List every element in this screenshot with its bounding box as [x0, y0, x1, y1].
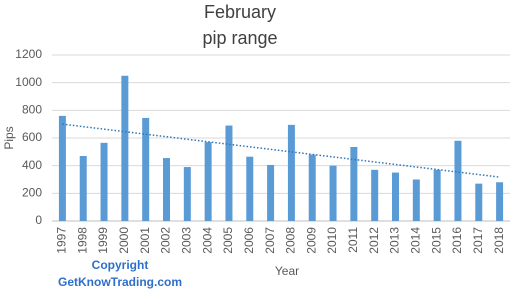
bar	[225, 125, 233, 221]
bar	[121, 75, 129, 221]
y-tick-label: 400	[22, 158, 42, 172]
x-tick-label: 2014	[408, 227, 422, 254]
bar	[371, 169, 379, 221]
chart-title: February	[204, 2, 276, 22]
x-tick-label: 2015	[429, 227, 443, 254]
chart-title: pip range	[202, 28, 277, 48]
x-tick-label: 2008	[284, 227, 298, 254]
bar	[100, 142, 108, 221]
x-tick-label: 2010	[325, 227, 339, 254]
x-tick-label: 2000	[117, 227, 131, 254]
y-axis-label: Pips	[2, 126, 16, 149]
bar	[308, 154, 316, 221]
bar	[163, 158, 170, 221]
bar	[392, 172, 399, 221]
x-tick-label: 2002	[159, 227, 173, 254]
x-tick-label: 2006	[242, 227, 256, 254]
bar	[433, 169, 441, 221]
y-tick-label: 600	[22, 130, 42, 144]
x-tick-label: 2001	[138, 227, 152, 254]
x-tick-label: 2012	[367, 227, 381, 254]
bar	[496, 182, 504, 221]
x-tick-label: 1999	[96, 227, 110, 254]
bar	[454, 140, 462, 221]
x-tick-label: 2009	[304, 227, 318, 254]
x-axis-label: Year	[275, 264, 299, 278]
bar	[267, 164, 275, 221]
watermark: GetKnowTrading.com	[58, 275, 182, 289]
x-tick-label: 2004	[200, 227, 214, 254]
x-tick-label: 2016	[450, 227, 464, 254]
y-tick-label: 0	[35, 213, 42, 227]
bar	[79, 155, 87, 221]
x-tick-label: 2011	[346, 227, 360, 253]
x-tick-label: 2003	[179, 227, 193, 254]
x-tick-label: 1998	[75, 227, 89, 254]
y-tick-label: 800	[22, 103, 42, 117]
x-tick-label: 2005	[221, 227, 235, 254]
bar	[329, 165, 337, 221]
x-tick-label: 2007	[263, 227, 277, 254]
x-tick-label: 2017	[471, 227, 485, 254]
bar	[475, 183, 483, 221]
bar	[58, 115, 66, 221]
x-tick-label: 2018	[492, 227, 506, 254]
bar	[287, 124, 295, 221]
x-tick-label: 1997	[55, 227, 69, 254]
y-tick-label: 200	[22, 186, 42, 200]
bar	[142, 117, 150, 221]
y-tick-label: 1000	[15, 75, 42, 89]
bar	[412, 179, 420, 221]
x-tick-label: 2013	[388, 227, 402, 254]
bar	[204, 142, 212, 221]
watermark: Copyright	[92, 258, 149, 272]
bar	[246, 156, 254, 221]
bar	[183, 167, 191, 221]
y-tick-label: 1200	[15, 47, 42, 61]
bar	[350, 146, 358, 221]
